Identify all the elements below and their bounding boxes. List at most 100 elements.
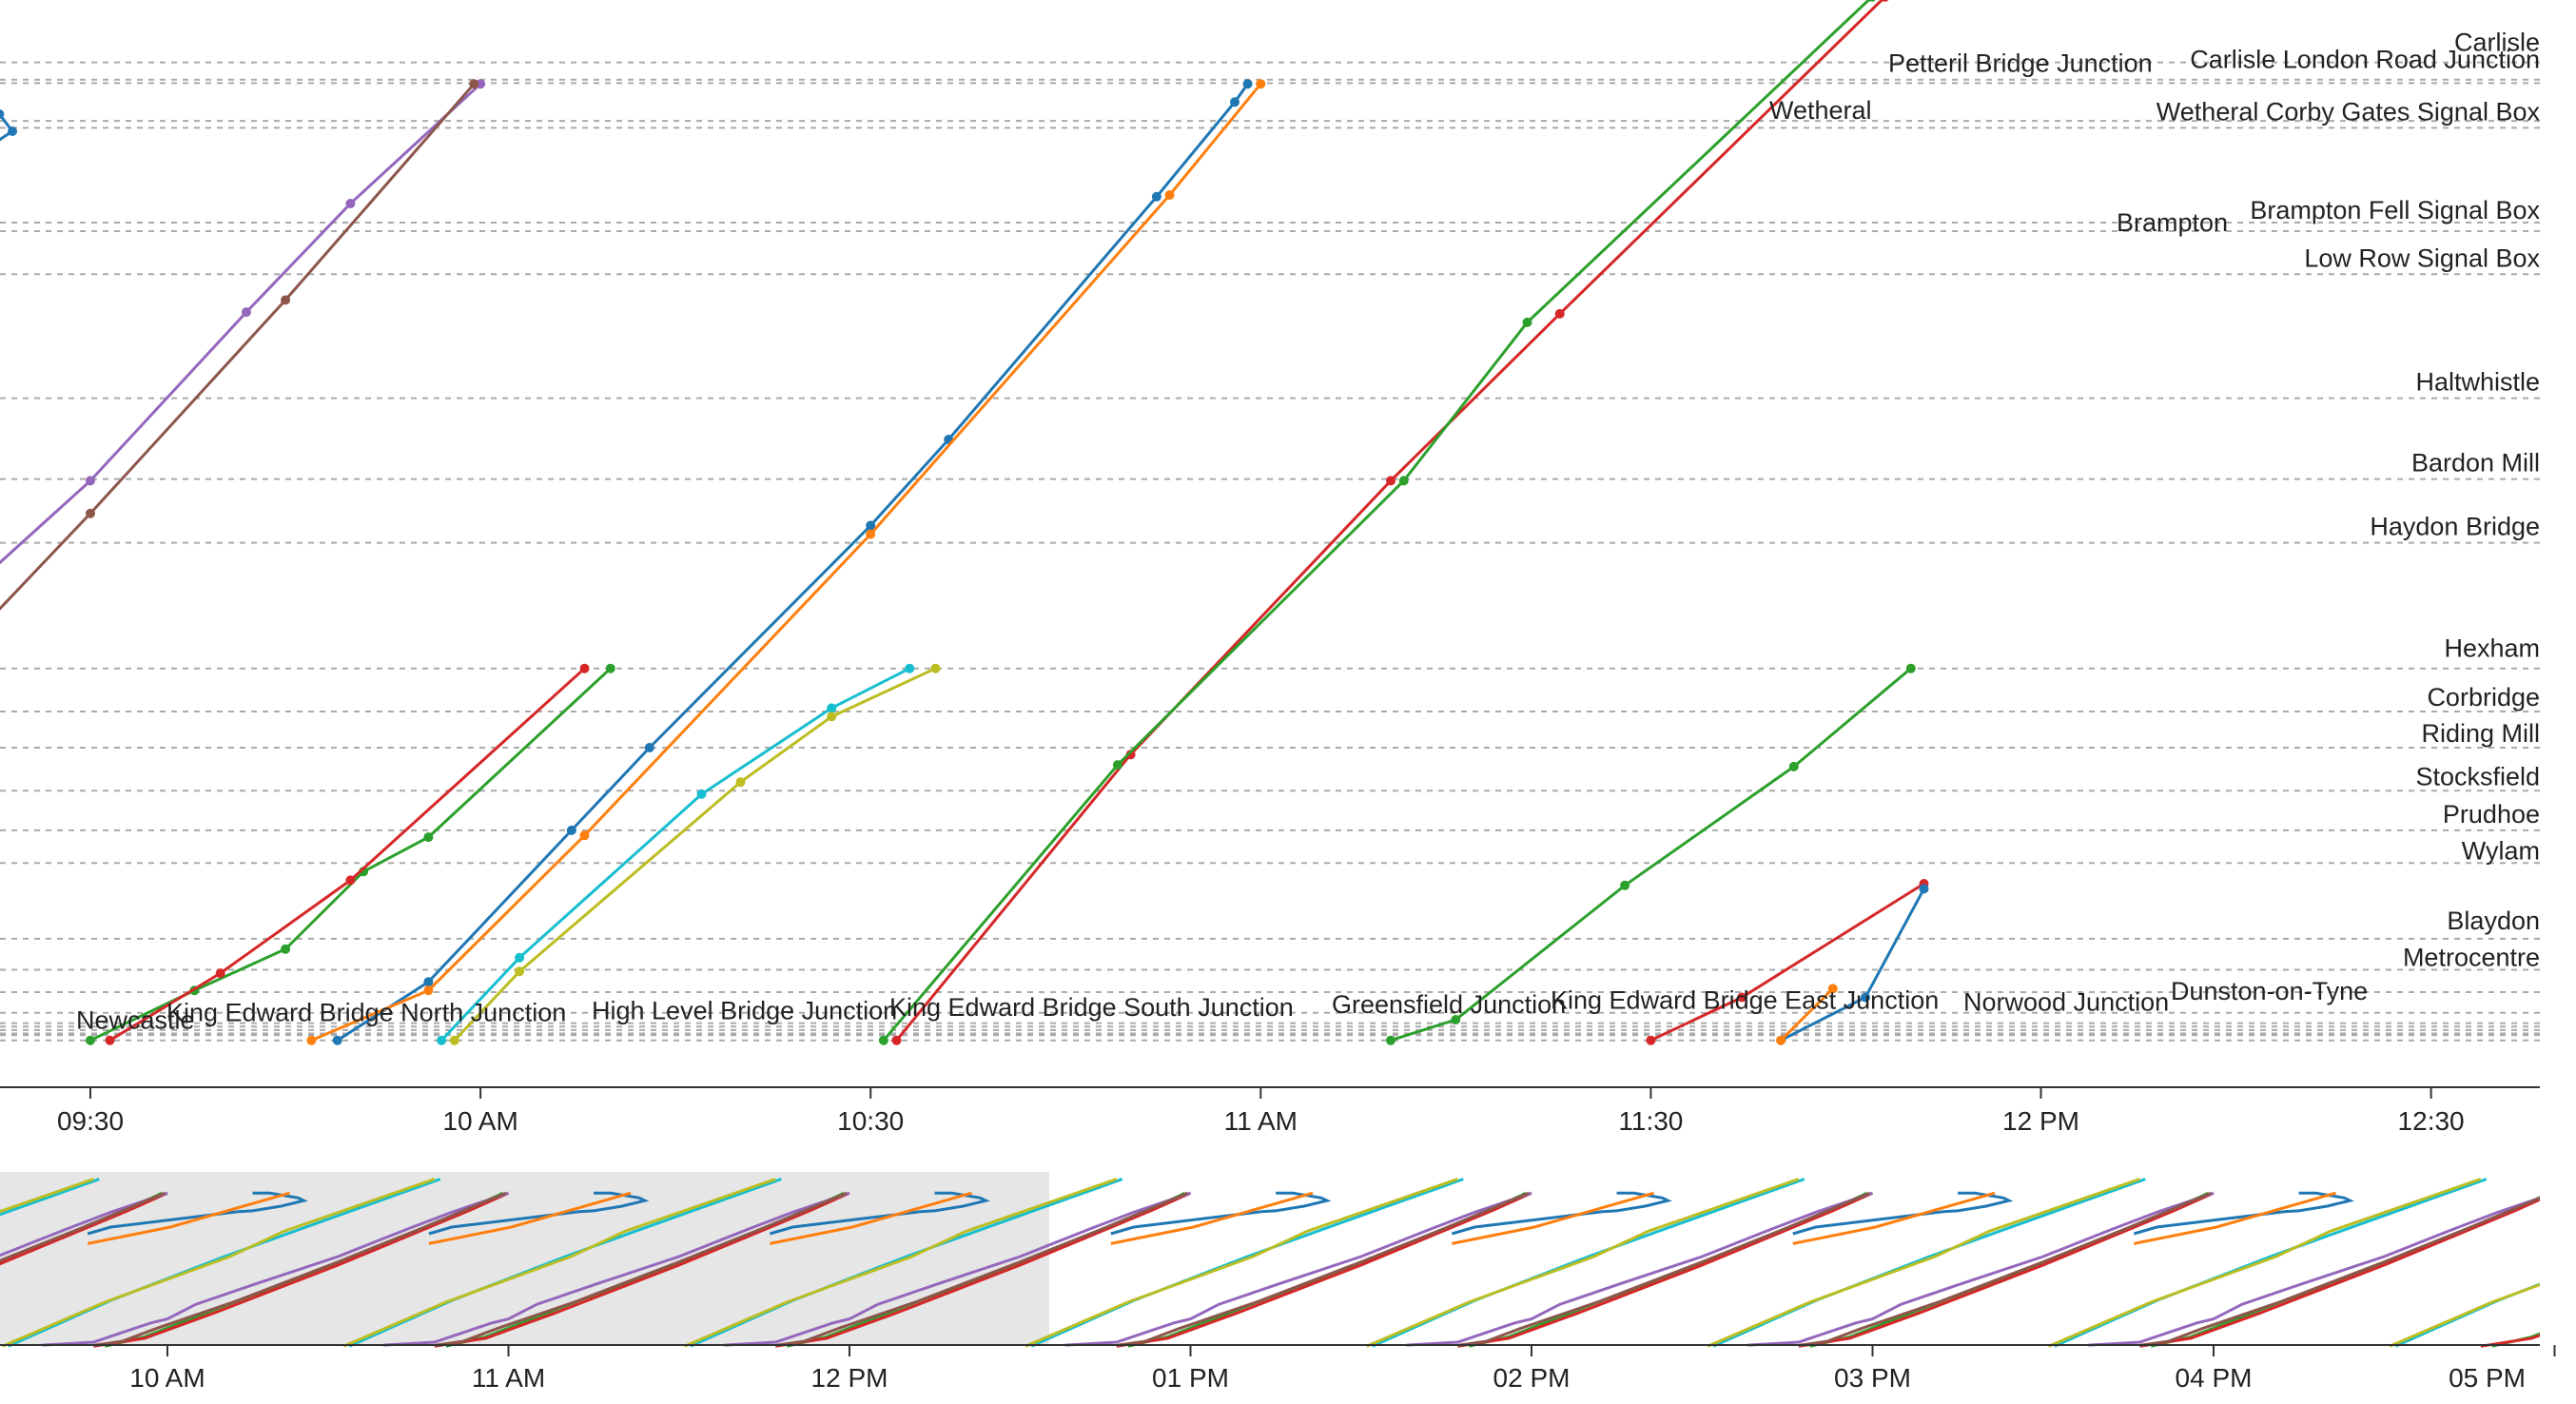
overview-path-47: [1372, 1178, 1805, 1348]
train-path-3[interactable]: [0, 83, 482, 1033]
train-14-stop-1: [930, 663, 941, 673]
train-14-stop-4: [515, 966, 525, 977]
overview-tick-11-am: 11 AM: [472, 1363, 545, 1393]
train-9-stop-2: [423, 832, 434, 843]
train-6-stop-4: [579, 830, 590, 841]
overview-path-14: [0, 1191, 168, 1266]
train-6-stop-2: [1164, 190, 1175, 200]
overview-path-36: [434, 1191, 848, 1347]
train-18-stop-2: [1776, 1035, 1786, 1045]
station-label-brampton: Brampton: [2117, 208, 2228, 237]
overview-path-38: [775, 1191, 1192, 1348]
overview-path-63: [2054, 1178, 2488, 1348]
overview-path-44: [775, 1191, 1189, 1347]
overview-path-19: [0, 1191, 168, 1258]
train-5-stop-2: [1230, 97, 1239, 107]
overview-path-30: [434, 1191, 850, 1348]
train-7-stop-5: [891, 1035, 902, 1045]
overview-path-71: [2394, 1282, 2540, 1348]
overview-path-62: [1798, 1191, 2215, 1348]
train-path-14[interactable]: [453, 667, 937, 1042]
train-5-stop-3: [1151, 191, 1161, 202]
main-x-axis: 09:30 10 AM 10:30 11 AM 11:30 12 PM 12:30: [57, 1087, 2465, 1136]
overview-tick-01-pm: 01 PM: [1152, 1363, 1229, 1393]
train-8-stop-5: [878, 1035, 888, 1045]
x-tick-11-am: 11 AM: [1224, 1106, 1298, 1136]
overview-path-43: [724, 1191, 1191, 1347]
station-label-newcastle: Newcastle: [76, 1006, 195, 1035]
overview-path-48: [1366, 1178, 1800, 1348]
x-tick-10-30: 10:30: [837, 1106, 904, 1136]
station-label-carlisle-london-road-junction: Carlisle London Road Junction: [2190, 46, 2540, 74]
train-15-stop-3: [1620, 880, 1630, 890]
train-6-stop-5: [423, 985, 434, 996]
station-label-wylam: Wylam: [2462, 836, 2540, 865]
overview-path-39: [1030, 1178, 1464, 1348]
overview-path-75: [2088, 1196, 2540, 1347]
station-label-metrocentre: Metrocentre: [2403, 943, 2540, 971]
overview-tick-04-pm: 04 PM: [2176, 1363, 2253, 1393]
train-10-stop-2: [345, 875, 356, 886]
train-6-stop-3: [866, 529, 876, 539]
train-18-stop-1: [1827, 984, 1838, 994]
train-path-5[interactable]: [336, 83, 1249, 1042]
station-label-stocksfield: Stocksfield: [2415, 762, 2540, 790]
train-path-10[interactable]: [108, 667, 586, 1042]
station-label-norwood-junction: Norwood Junction: [1963, 988, 2169, 1017]
overview-path-72: [2389, 1283, 2540, 1348]
train-5-stop-7: [566, 825, 576, 835]
train-path-13[interactable]: [440, 667, 910, 1042]
series-layer: [0, 0, 1929, 1045]
train-8-stop-1: [1867, 0, 1876, 2]
overview-layer: [0, 1178, 2540, 1348]
train-10-stop-1: [579, 663, 590, 673]
train-path-7[interactable]: [895, 0, 1885, 1042]
train-16-stop-2: [1737, 992, 1747, 1003]
train-4-stop-3: [86, 508, 95, 518]
train-path-4[interactable]: [0, 83, 476, 1035]
overview-path-16: [2, 1178, 436, 1348]
station-label-brampton-fell-signal-box: Brampton Fell Signal Box: [2250, 196, 2540, 224]
station-label-haltwhistle: Haltwhistle: [2415, 368, 2540, 397]
train-path-1[interactable]: [0, 84, 15, 338]
overview-path-55: [1712, 1178, 2146, 1348]
train-13-stop-1: [905, 663, 915, 673]
overview-path-74: [2134, 1191, 2336, 1245]
station-label-prudhoe: Prudhoe: [2443, 800, 2540, 829]
overview-path-50: [1110, 1191, 1314, 1245]
train-14-stop-5: [449, 1035, 459, 1045]
overview-tick-10-am: 10 AM: [129, 1363, 205, 1393]
station-label-low-row-signal-box: Low Row Signal Box: [2304, 244, 2540, 272]
overview-path-66: [1792, 1191, 1996, 1245]
station-grid: [0, 61, 2540, 1042]
overview-path-32: [684, 1178, 1118, 1348]
train-3-stop-2: [345, 199, 356, 208]
overview-path-40: [1025, 1178, 1458, 1348]
train-6-stop-6: [306, 1035, 317, 1045]
station-label-haydon-bridge: Haydon Bridge: [2370, 513, 2540, 541]
station-label-carlisle: Carlisle: [2454, 29, 2540, 57]
train-path-18[interactable]: [1780, 987, 1834, 1042]
train-17-stop-2: [1861, 992, 1870, 1003]
overview-path-35: [382, 1191, 850, 1347]
train-15-stop-4: [1451, 1015, 1461, 1024]
overview-tick-12-pm: 12 PM: [811, 1363, 888, 1393]
overview-path-28: [93, 1191, 507, 1347]
x-tick-11-30: 11:30: [1618, 1106, 1683, 1136]
train-17-stop-1: [1919, 884, 1929, 894]
train-path-9[interactable]: [89, 667, 612, 1043]
train-7-stop-4: [1125, 750, 1136, 760]
overview-path-54: [1457, 1191, 1874, 1348]
station-label-petteril-bridge-junction: Petteril Bridge Junction: [1888, 49, 2153, 77]
train-9-stop-6: [86, 1035, 95, 1045]
train-7-stop-2: [1554, 308, 1565, 319]
overview-tick-05-pm: 05 PM: [2449, 1363, 2526, 1393]
train-10-stop-3: [215, 968, 225, 979]
overview-path-56: [1707, 1178, 2140, 1348]
train-5-stop-1: [1242, 79, 1253, 89]
train-16-stop-3: [1646, 1035, 1656, 1045]
overview-path-27: [42, 1191, 509, 1347]
station-label-dunston-on-tyne: Dunston-on-Tyne: [2171, 977, 2368, 1005]
station-label-bardon-mill: Bardon Mill: [2411, 449, 2540, 478]
train-path-6[interactable]: [310, 83, 1262, 1043]
